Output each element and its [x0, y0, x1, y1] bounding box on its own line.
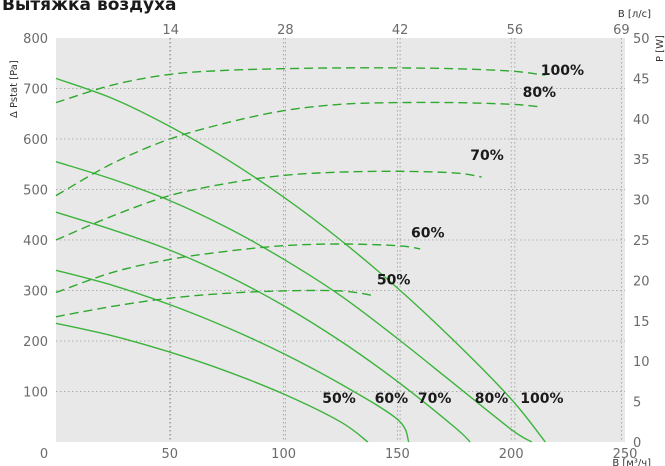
power-curve-60 — [55, 243, 421, 294]
x-tick-label-5: 250 — [613, 447, 638, 462]
curve-label-6: 60% — [375, 391, 409, 407]
y-right-tick-label-5: 25 — [633, 234, 650, 249]
y-right-tick-label-9: 45 — [633, 72, 650, 87]
curve-label-0: 100% — [541, 63, 584, 79]
y-left-tick-label-2: 300 — [23, 285, 48, 300]
y-left-tick-label-3: 400 — [23, 234, 48, 249]
pressure-curve-50 — [55, 322, 369, 443]
pressure-curve-60 — [55, 269, 410, 443]
curve-label-1: 80% — [523, 85, 557, 101]
y-right-tick-label-8: 40 — [633, 113, 650, 128]
curve-label-8: 80% — [475, 391, 509, 407]
y-left-tick-label-6: 700 — [23, 83, 48, 98]
y-left-axis-label: Δ Pstat [Pa] — [9, 60, 20, 118]
x-tick-label-3: 150 — [385, 447, 410, 462]
curve-label-4: 50% — [377, 272, 411, 288]
pressure-curve-70 — [55, 211, 471, 443]
y-left-tick-label-4: 500 — [23, 184, 48, 199]
y-left-tick-label-0: 100 — [23, 386, 48, 401]
y-right-tick-label-3: 15 — [633, 315, 650, 330]
y-left-tick-label-5: 600 — [23, 133, 48, 148]
x-top-tick-label-2: 42 — [392, 23, 409, 38]
pressure-curve-80 — [55, 161, 533, 443]
y-right-tick-label-4: 20 — [633, 274, 650, 289]
y-right-tick-label-7: 35 — [633, 153, 650, 168]
x-tick-label-0: 0 — [40, 447, 48, 462]
y-right-tick-label-6: 30 — [633, 194, 650, 209]
chart-title: Вытяжка воздуха — [2, 0, 177, 15]
y-left-tick-label-1: 200 — [23, 335, 48, 350]
curve-label-9: 100% — [520, 391, 563, 407]
power-curve-100 — [55, 67, 546, 104]
x-top-tick-label-3: 56 — [507, 23, 524, 38]
power-curve-50 — [55, 289, 375, 318]
curve-label-7: 70% — [418, 391, 452, 407]
y-right-tick-label-1: 5 — [633, 396, 641, 411]
pressure-curve-100 — [55, 77, 546, 443]
x-top-tick-label-1: 28 — [277, 23, 294, 38]
y-left-tick-label-7: 800 — [23, 32, 48, 47]
x-tick-label-2: 100 — [271, 447, 296, 462]
y-right-tick-label-2: 10 — [633, 355, 650, 370]
curve-label-2: 70% — [470, 148, 504, 164]
x-tick-label-4: 200 — [499, 447, 524, 462]
curve-label-5: 50% — [322, 391, 356, 407]
power-curve-80 — [55, 101, 539, 197]
x-top-tick-label-4: 69 — [613, 23, 630, 38]
x-top-axis-label: В [л/с] — [618, 9, 651, 20]
x-bottom-axis-label: В [м³/ч] — [612, 458, 651, 466]
y-right-tick-label-0: 0 — [633, 436, 641, 451]
x-tick-label-1: 50 — [162, 447, 179, 462]
y-right-axis-label: P [W] — [655, 35, 665, 62]
x-top-tick-label-0: 14 — [162, 23, 179, 38]
y-right-tick-label-10: 50 — [633, 32, 650, 47]
curve-label-3: 60% — [411, 225, 445, 241]
power-curve-70 — [55, 170, 482, 241]
